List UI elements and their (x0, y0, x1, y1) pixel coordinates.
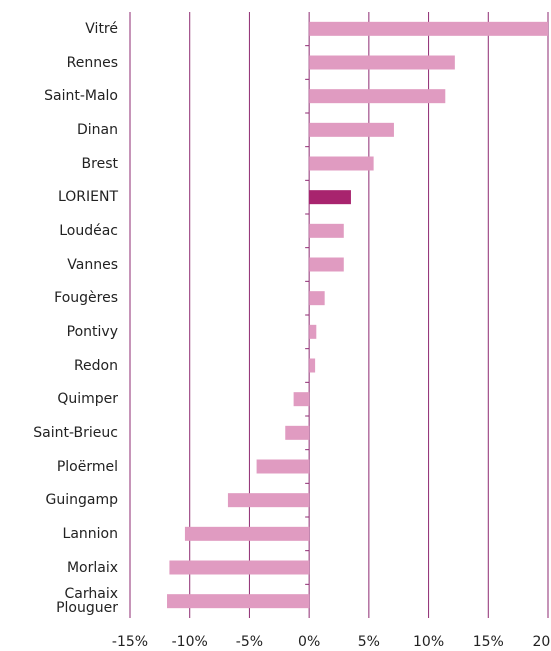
bar (293, 392, 310, 407)
bar (169, 560, 310, 575)
y-tick-label: Brest (81, 155, 118, 172)
y-tick-label: Quimper (57, 391, 118, 408)
x-tick-label: -10% (172, 634, 208, 650)
y-tick-label: Rennes (66, 54, 118, 71)
bar (309, 156, 374, 171)
bar (285, 425, 310, 440)
y-tick-label: Pontivy (66, 323, 118, 340)
bar (309, 324, 317, 339)
bar (256, 459, 310, 474)
bar (227, 493, 310, 508)
y-tick-label: Lannion (62, 525, 118, 542)
y-tick-label: Ploërmel (56, 458, 118, 475)
bar (309, 257, 344, 272)
bar (309, 291, 325, 306)
bar (309, 223, 344, 238)
y-tick-label: Vitré (85, 20, 118, 37)
y-tick-label: Loudéac (59, 222, 118, 239)
x-tick-label: 10% (413, 634, 444, 650)
x-tick-label: -15% (112, 634, 148, 650)
x-tick-label: 15% (473, 634, 504, 650)
y-tick-label: Saint-Brieuc (33, 424, 118, 441)
bar (309, 358, 316, 373)
x-tick-label: -5% (236, 634, 263, 650)
bar (184, 526, 310, 541)
x-tick-label: 20% (532, 634, 551, 650)
x-tick-label: 5% (358, 634, 380, 650)
y-tick-label: Carhaix Plouguer (56, 586, 118, 617)
bar (309, 21, 548, 36)
y-tick-label: LORIENT (57, 189, 118, 206)
y-tick-label: Saint-Malo (44, 88, 118, 105)
y-tick-label: Morlaix (66, 559, 118, 576)
bar (309, 55, 455, 70)
y-tick-label: Dinan (77, 121, 118, 138)
y-tick-label: Vannes (67, 256, 118, 273)
y-tick-label: Guingamp (45, 492, 118, 509)
bar (309, 122, 394, 137)
bar (167, 594, 310, 609)
y-tick-label: Redon (73, 357, 118, 374)
bar (309, 89, 446, 104)
bar (309, 190, 351, 205)
y-tick-label: Fougères (54, 290, 118, 307)
x-tick-label: 0% (298, 634, 320, 650)
